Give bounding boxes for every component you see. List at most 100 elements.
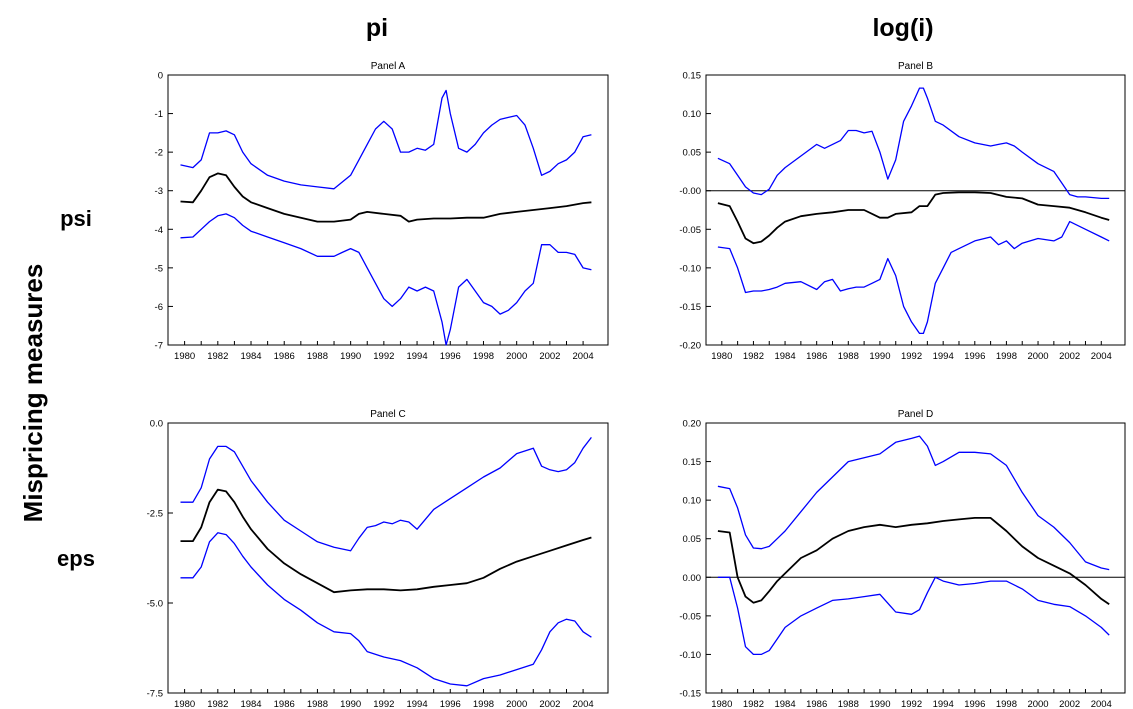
panel-d-lower-line — [717, 576, 1110, 656]
panel-d-x-tick-label: 1996 — [964, 699, 985, 709]
panel-b-x-tick-label: 1990 — [869, 351, 890, 362]
panel-b-title: Panel B — [898, 61, 933, 72]
panel-a-y-tick-label: -3 — [155, 186, 163, 197]
panel-d-x-tick-label: 1980 — [711, 699, 732, 709]
panel-a-x-tick-label: 1980 — [174, 351, 195, 362]
panel-a-center-line — [180, 172, 592, 223]
panel-b-y-tick-label: 0.10 — [683, 109, 702, 120]
row-label-psi: psi — [60, 206, 92, 231]
panel-c-title: Panel C — [370, 409, 406, 420]
panel-c-x-tick-label: 1984 — [240, 699, 261, 709]
panel-a-x-tick-label: 1984 — [240, 351, 261, 362]
panel-b-y-tick-label: -0.15 — [679, 302, 701, 313]
column-title-pi: pi — [366, 14, 388, 42]
panel-b-x-tick-label: 1992 — [901, 351, 922, 362]
panel-c-lower-line — [180, 532, 592, 687]
panel-b-x-tick-label: 1998 — [996, 351, 1017, 362]
panel-a-y-tick-label: -4 — [155, 225, 163, 236]
panel-d-y-tick-label: -0.15 — [679, 689, 701, 700]
panel-d-x-tick-label: 1986 — [806, 699, 827, 709]
panel-a-x-tick-label: 1986 — [274, 351, 295, 362]
panel-b-center-line — [717, 191, 1110, 245]
panel-d-y-tick-label: 0.10 — [683, 496, 702, 507]
panel-b-y-tick-label: -0.10 — [679, 263, 701, 274]
panel-c-x-tick-label: 1992 — [373, 699, 394, 709]
panel-a-plot-frame — [167, 74, 609, 346]
panel-b-y-tick-label: 0.15 — [683, 71, 702, 82]
panel-b-x-tick-label: 1980 — [711, 351, 732, 362]
panel-c-x-tick-label: 1988 — [307, 699, 328, 709]
panel-b-y-tick-label: 0.05 — [683, 148, 702, 159]
panel-d-upper-line — [717, 435, 1110, 571]
panel-c-upper-line — [180, 437, 592, 552]
panel-d: Panel D 0.20 0.15 0.10 0.05 0.00 -0.05 -0.10 -0.… — [679, 409, 1126, 709]
panel-a-x-tick-label: 1996 — [440, 351, 461, 362]
panel-d-x-tick-label: 2000 — [1027, 699, 1048, 709]
panel-d-title: Panel D — [898, 409, 934, 420]
panel-b-x-tick-label: 1994 — [933, 351, 954, 362]
panel-a-x-tick-label: 1998 — [473, 351, 494, 362]
panel-d-y-tick-label: -0.05 — [679, 611, 701, 622]
panel-a-x-tick-label: 1988 — [307, 351, 328, 362]
panel-c-y-tick-label: -7.5 — [147, 689, 163, 700]
panel-a-upper-line — [180, 89, 592, 190]
panel-c: Panel C 0.0 -2.5 -5.0 -7.5 1980 1982 1984 1986 19… — [147, 409, 609, 709]
panel-a-y-tick-label: 0 — [158, 71, 163, 82]
panel-d-x-tick-label: 1994 — [933, 699, 954, 709]
panel-b-upper-line — [717, 87, 1110, 200]
panel-d-plot-frame — [705, 422, 1126, 694]
panel-d-y-tick-label: -0.10 — [679, 650, 701, 661]
panel-d-x-tick-label: 1992 — [901, 699, 922, 709]
panel-b-plot-frame — [705, 74, 1126, 346]
panel-c-x-tick-label: 1986 — [274, 699, 295, 709]
panel-a-x-tick-label: 2000 — [506, 351, 527, 362]
panel-c-x-tick-label: 1990 — [340, 699, 361, 709]
panel-b-y-tick-label: -0.00 — [679, 186, 701, 197]
panel-a-x-tick-label: 1992 — [373, 351, 394, 362]
panel-c-x-tick-label: 2000 — [506, 699, 527, 709]
panel-c-y-tick-label: -5.0 — [147, 599, 163, 610]
panel-a-y-tick-label: -7 — [155, 341, 163, 352]
panel-c-x-tick-label: 1980 — [174, 699, 195, 709]
figure-y-axis-label: Mispricing measures — [18, 264, 48, 523]
row-label-eps: eps — [57, 546, 95, 571]
panel-c-y-tick-label: -2.5 — [147, 509, 163, 520]
panel-c-x-tick-label: 1994 — [406, 699, 427, 709]
panel-b: Panel B 0.15 0.10 0.05 -0.00 -0.05 -0.10 -0.15 -… — [679, 61, 1126, 362]
panel-a-lower-line — [180, 213, 592, 346]
panel-d-center-line — [717, 517, 1110, 606]
panel-a-x-tick-label: 1994 — [406, 351, 427, 362]
panel-b-lower-line — [717, 220, 1110, 335]
panel-d-x-tick-label: 1990 — [869, 699, 890, 709]
panel-d-x-tick-label: 1984 — [774, 699, 795, 709]
panel-b-x-tick-label: 1984 — [774, 351, 795, 362]
panel-c-center-line — [180, 488, 592, 594]
panel-a: Panel A 0 -1 -2 -3 -4 -5 -6 -7 1980 1982 1984 1986 19… — [155, 61, 609, 362]
panel-d-y-tick-label: 0.20 — [683, 419, 702, 430]
panel-c-y-tick-label: 0.0 — [150, 419, 163, 430]
panel-c-x-tick-label: 2004 — [573, 699, 594, 709]
panel-b-y-tick-label: -0.20 — [679, 341, 701, 352]
panel-b-x-tick-label: 2002 — [1059, 351, 1080, 362]
panel-a-y-tick-label: -2 — [155, 148, 163, 159]
column-title-log-i: log(i) — [872, 14, 933, 42]
panel-c-x-tick-label: 1982 — [207, 699, 228, 709]
panel-b-x-tick-label: 1986 — [806, 351, 827, 362]
panel-b-x-tick-label: 1996 — [964, 351, 985, 362]
panel-d-x-tick-label: 1998 — [996, 699, 1017, 709]
panel-d-x-tick-label: 1988 — [838, 699, 859, 709]
panel-c-x-tick-label: 1998 — [473, 699, 494, 709]
panel-c-x-tick-label: 2002 — [539, 699, 560, 709]
panel-d-x-tick-label: 2004 — [1091, 699, 1112, 709]
panel-d-y-tick-label: 0.05 — [683, 534, 702, 545]
panel-a-y-tick-label: -1 — [155, 109, 163, 120]
panel-b-x-tick-label: 1982 — [743, 351, 764, 362]
panel-a-x-tick-label: 1982 — [207, 351, 228, 362]
panel-a-title: Panel A — [371, 61, 406, 72]
panel-d-x-tick-label: 2002 — [1059, 699, 1080, 709]
panel-d-y-tick-label: 0.15 — [683, 457, 702, 468]
panel-a-x-tick-label: 2002 — [539, 351, 560, 362]
panel-b-x-tick-label: 2000 — [1027, 351, 1048, 362]
panel-a-x-tick-label: 1990 — [340, 351, 361, 362]
